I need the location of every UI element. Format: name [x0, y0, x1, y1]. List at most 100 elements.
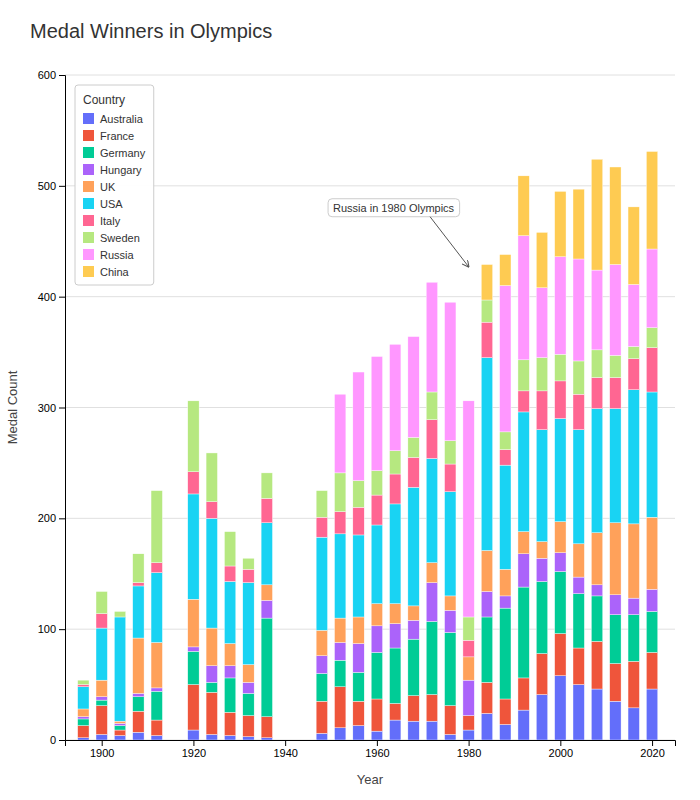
tick: 1900	[90, 740, 114, 759]
bar	[536, 358, 547, 391]
bar	[243, 716, 254, 737]
bar	[646, 328, 657, 348]
bar	[261, 717, 272, 738]
bar	[573, 361, 584, 394]
bar	[151, 563, 162, 573]
bar	[628, 207, 639, 285]
bar	[463, 640, 474, 657]
bar	[463, 400, 474, 401]
bar	[555, 572, 566, 634]
bar	[133, 697, 144, 711]
bar	[151, 573, 162, 643]
bar	[445, 464, 456, 492]
bar	[96, 697, 107, 700]
legend-label: China	[100, 266, 130, 278]
bar	[133, 553, 144, 554]
bar	[188, 730, 199, 740]
bar	[353, 617, 364, 644]
legend-label: Hungary	[100, 164, 142, 176]
bar	[610, 595, 621, 615]
series	[78, 572, 658, 730]
series	[78, 676, 658, 740]
bar	[500, 450, 511, 466]
bar	[408, 606, 419, 620]
bar	[426, 458, 437, 562]
bar	[518, 236, 529, 360]
tick-mark	[285, 740, 286, 746]
annotation-arrow	[430, 217, 469, 267]
bar	[518, 587, 529, 678]
bar	[408, 487, 419, 606]
plot: 1900192019401960198020002020010020030040…	[5, 69, 676, 787]
bar	[114, 611, 125, 617]
bar	[518, 360, 529, 391]
bar	[78, 726, 89, 738]
legend-swatch	[83, 266, 94, 277]
bar	[188, 400, 199, 401]
bar	[591, 596, 602, 641]
bar	[445, 441, 456, 464]
tick-mark	[652, 740, 653, 746]
bar	[408, 721, 419, 740]
series	[481, 151, 657, 300]
bar	[591, 585, 602, 596]
bar	[243, 737, 254, 740]
bar	[316, 733, 327, 740]
bar	[536, 654, 547, 695]
chart: Medal Winners in Olympics190019201940196…	[0, 0, 700, 800]
bar	[133, 553, 144, 554]
bar	[96, 614, 107, 628]
annotation-text: Russia in 1980 Olympics	[333, 202, 455, 214]
bar	[335, 728, 346, 740]
bar	[224, 712, 235, 735]
bar	[408, 639, 419, 696]
tick-mark	[59, 629, 65, 630]
bar	[500, 699, 511, 724]
bar	[408, 336, 419, 337]
bar	[463, 680, 474, 715]
tick: 600	[38, 69, 65, 81]
bar	[335, 642, 346, 660]
bar	[133, 693, 144, 696]
tick-mark	[102, 740, 103, 746]
bar	[591, 350, 602, 378]
bar	[555, 553, 566, 572]
bar	[371, 652, 382, 699]
bar	[243, 558, 254, 559]
bar	[371, 626, 382, 653]
bar	[96, 591, 107, 613]
bar	[518, 678, 529, 710]
bar	[463, 716, 474, 730]
tick-mark	[59, 518, 65, 519]
bar	[591, 159, 602, 270]
bar	[151, 691, 162, 720]
series	[78, 358, 658, 722]
bar	[206, 453, 217, 502]
tick-label: 100	[38, 623, 56, 635]
bar	[206, 452, 217, 453]
bar	[500, 596, 511, 608]
bar	[518, 532, 529, 554]
bar	[481, 713, 492, 740]
bar	[573, 648, 584, 685]
tick: 400	[38, 291, 65, 303]
bar	[78, 680, 89, 684]
bar	[481, 322, 492, 357]
bar	[371, 525, 382, 604]
annotation-box	[328, 199, 460, 217]
tick: 200	[38, 512, 65, 524]
bar	[481, 591, 492, 616]
bar	[646, 611, 657, 652]
bar	[628, 284, 639, 346]
bar	[316, 656, 327, 674]
tick-mark	[59, 186, 65, 187]
legend-swatch	[83, 113, 94, 124]
bar	[243, 665, 254, 683]
bar	[114, 611, 125, 612]
bar	[463, 401, 474, 617]
bar	[646, 652, 657, 689]
bar	[408, 337, 419, 438]
bar	[500, 465, 511, 569]
bar	[555, 676, 566, 740]
bar	[335, 618, 346, 642]
